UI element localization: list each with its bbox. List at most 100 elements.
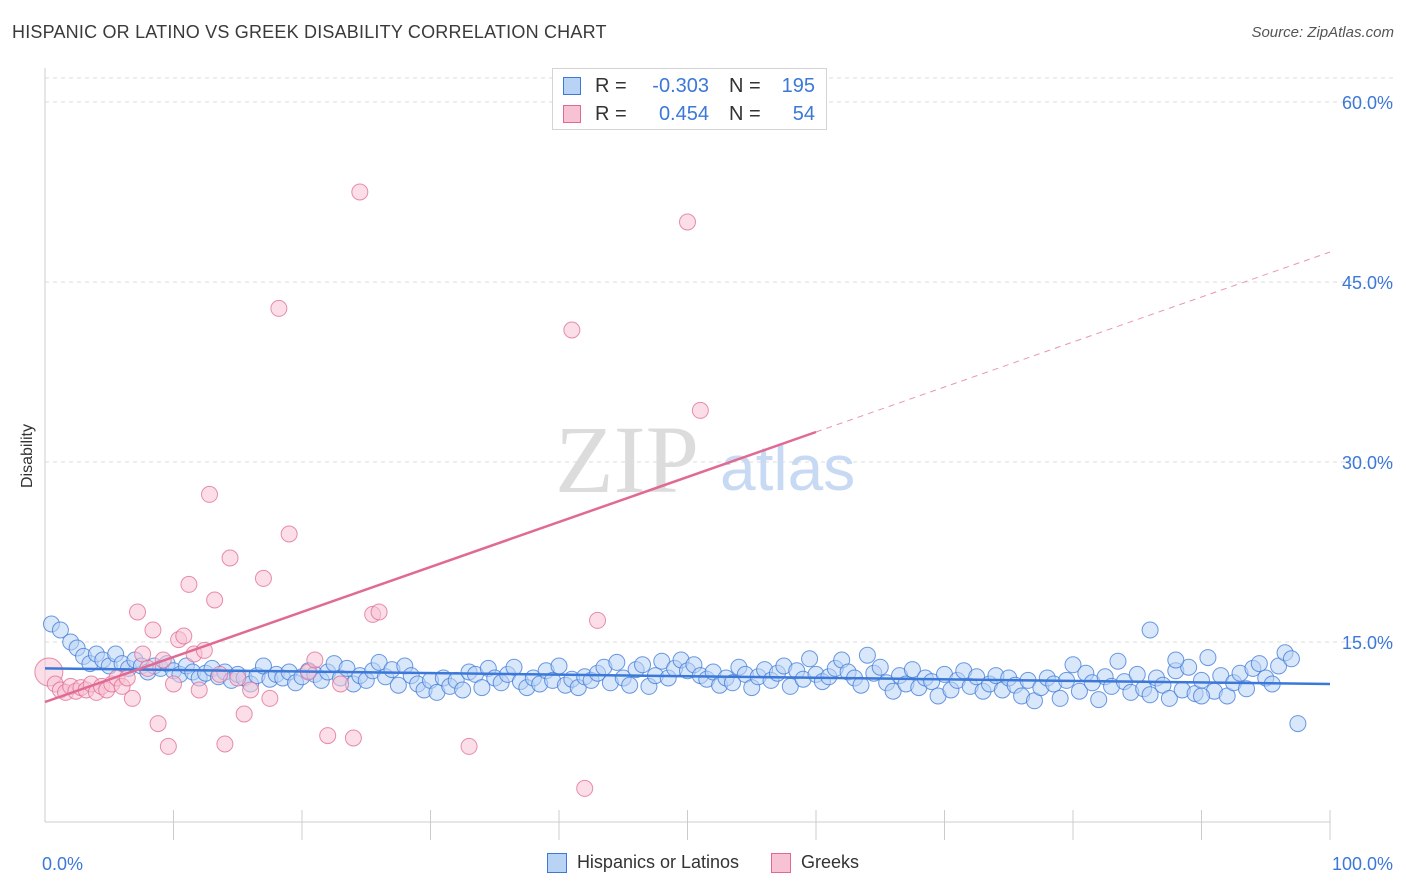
y-tick-label: 45.0% — [1342, 273, 1393, 293]
hispanic-point — [454, 681, 472, 699]
hispanic-point — [871, 658, 889, 676]
hispanic-point — [1193, 671, 1210, 689]
legend-swatch-pink — [771, 852, 792, 873]
hispanic-point — [1250, 655, 1268, 673]
hispanic-point — [1109, 652, 1127, 670]
legend-r-label: R = — [595, 74, 627, 97]
stats-legend: R = -0.303 N = 195 R = 0.454 N = 54 — [552, 68, 827, 130]
legend-item-greeks[interactable]: Greeks — [771, 852, 859, 873]
greek-point — [563, 321, 581, 339]
legend-swatch-blue — [546, 852, 567, 873]
greek-point — [134, 645, 152, 663]
greek-point — [123, 689, 141, 707]
legend-n-value: 54 — [792, 102, 815, 125]
series-legend: Hispanics or Latinos Greeks — [0, 852, 1406, 873]
hispanic-point — [1160, 689, 1178, 707]
greek-point — [200, 485, 218, 503]
greek-point — [691, 401, 709, 419]
hispanic-point — [1141, 621, 1159, 639]
greek-trendline — [44, 430, 817, 704]
greek-point — [216, 735, 234, 753]
y-tick-label: 15.0% — [1342, 633, 1393, 653]
axis-layer — [44, 68, 1331, 840]
hispanic-point — [51, 621, 69, 639]
hispanic-point — [884, 682, 902, 700]
legend-swatch-blue — [563, 77, 581, 95]
greek-point — [144, 621, 162, 639]
greek-point — [370, 603, 388, 621]
greek-point — [351, 183, 369, 201]
greek-point — [206, 591, 224, 609]
greek-point — [159, 737, 177, 755]
greek-point — [235, 705, 253, 723]
hispanic-point — [608, 653, 626, 671]
tick-label-layer: 15.0% 30.0% 45.0% 60.0% 0.0% 100.0% — [42, 93, 1393, 874]
hispanic-point — [723, 674, 741, 692]
greek-point — [280, 525, 298, 543]
trend-layer — [44, 251, 1331, 704]
hispanic-point — [473, 679, 491, 697]
hispanic-point — [653, 652, 671, 670]
greek-point — [679, 213, 696, 231]
greek-point — [261, 689, 279, 707]
hispanic-point — [1167, 651, 1185, 669]
hispanic-point — [801, 650, 819, 668]
y-tick-label: 60.0% — [1342, 93, 1393, 113]
hispanic-point — [1051, 689, 1069, 707]
hispanic-point — [858, 646, 876, 664]
hispanic-point — [370, 653, 388, 671]
greek-point — [149, 715, 167, 733]
greek-point — [460, 737, 478, 755]
x-tick-label: 100.0% — [1332, 854, 1393, 874]
x-tick-label: 0.0% — [42, 854, 83, 874]
greek-point — [242, 681, 260, 699]
greek-point — [270, 299, 288, 317]
greek-point — [589, 611, 607, 629]
greek-point — [254, 569, 272, 587]
legend-row-blue: R = -0.303 N = 195 — [563, 73, 815, 99]
greek-trendline-extension — [815, 251, 1331, 433]
greek-point — [175, 627, 193, 645]
greek-point — [129, 603, 147, 621]
hispanic-point — [1070, 682, 1088, 700]
hispanic-point — [1064, 656, 1082, 674]
legend-n-label: N = — [729, 102, 761, 125]
legend-r-value: -0.303 — [652, 74, 709, 97]
legend-r-value: 0.454 — [658, 102, 709, 125]
hispanic-point — [1193, 687, 1210, 705]
greek-point — [165, 675, 182, 693]
chart-title: HISPANIC OR LATINO VS GREEK DISABILITY C… — [12, 22, 607, 42]
greek-point — [306, 651, 324, 669]
hispanic-point — [903, 661, 921, 679]
legend-label-hispanics: Hispanics or Latinos — [576, 852, 740, 872]
hispanic-point — [1237, 680, 1255, 698]
greek-point — [576, 779, 594, 797]
greek-point — [229, 669, 247, 687]
y-tick-label: 30.0% — [1342, 453, 1393, 473]
hispanic-point — [1199, 649, 1217, 667]
legend-label-greeks: Greeks — [801, 852, 860, 872]
hispanic-point — [634, 656, 652, 674]
hispanic-point — [1141, 686, 1159, 704]
source-label: Source: ZipAtlas.com — [1251, 24, 1394, 41]
hispanic-point — [621, 676, 639, 694]
legend-row-pink: R = 0.454 N = 54 — [563, 101, 815, 127]
legend-n-value: 195 — [781, 74, 815, 97]
hispanic-point — [550, 657, 568, 675]
hispanic-point — [389, 676, 407, 694]
legend-n-label: N = — [729, 74, 761, 97]
legend-r-label: R = — [595, 102, 627, 125]
greek-point — [180, 575, 198, 593]
legend-item-hispanics[interactable]: Hispanics or Latinos — [546, 852, 740, 873]
hispanic-point — [1090, 691, 1108, 709]
hispanic-point — [1282, 650, 1300, 668]
hispanic-point — [1180, 658, 1198, 676]
greek-point — [221, 549, 239, 567]
greek-point — [319, 727, 337, 745]
grid-layer — [45, 77, 1395, 643]
greek-point — [211, 665, 229, 683]
watermark-zip: ZIP — [555, 406, 699, 513]
greek-point — [190, 681, 208, 699]
hispanic-point — [1128, 665, 1146, 683]
